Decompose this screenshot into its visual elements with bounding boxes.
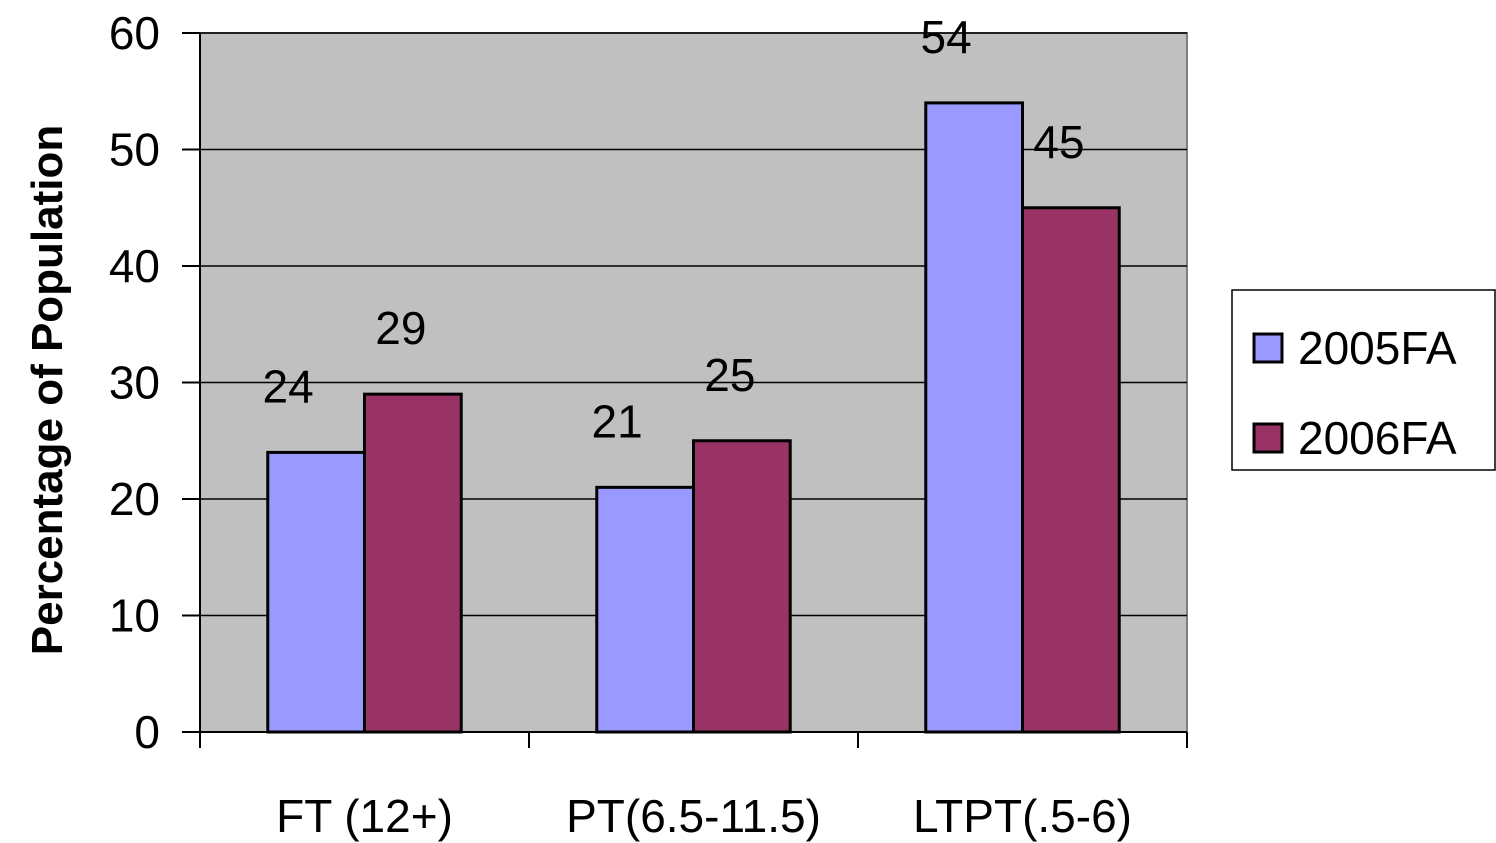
data-label: 21 [592,395,643,447]
axes: 0 10 20 30 40 50 60 FT (12+) PT(6.5-11.5) LTPT(.5… [109,7,1188,842]
y-tick-label: 10 [109,590,160,642]
data-label: 54 [921,11,972,63]
data-label: 29 [375,302,426,354]
y-tick-label: 50 [109,124,160,176]
legend-label: 2005FA [1298,322,1457,374]
y-tick-label: 40 [109,240,160,292]
data-labels: 24 21 54 29 25 45 [263,11,1085,447]
legend-swatch-2005FA [1252,332,1284,364]
x-tick-label: FT (12+) [276,790,453,842]
y-tick-label: 30 [109,357,160,409]
bar-2006FA-2 [1021,206,1121,734]
bar-2005FA-0 [266,450,366,734]
y-axis-label: Percentage of Population [23,125,72,656]
data-label: 24 [263,360,314,412]
y-tick-label: 0 [134,706,160,758]
data-label: 25 [704,349,755,401]
bars [266,101,1121,734]
y-tick-label: 60 [109,7,160,59]
legend: 2005FA 2006FA [1231,289,1496,471]
x-tick-label: PT(6.5-11.5) [566,790,821,842]
x-tick-label: LTPT(.5-6) [913,790,1132,842]
y-tick-label: 20 [109,473,160,525]
bar-2005FA-2 [924,101,1024,734]
bar-2006FA-0 [363,392,463,734]
legend-label: 2006FA [1298,412,1457,464]
bar-2006FA-1 [692,439,792,734]
bar-2005FA-1 [595,485,695,734]
legend-swatch-2006FA [1252,422,1284,454]
data-label: 45 [1033,116,1084,168]
